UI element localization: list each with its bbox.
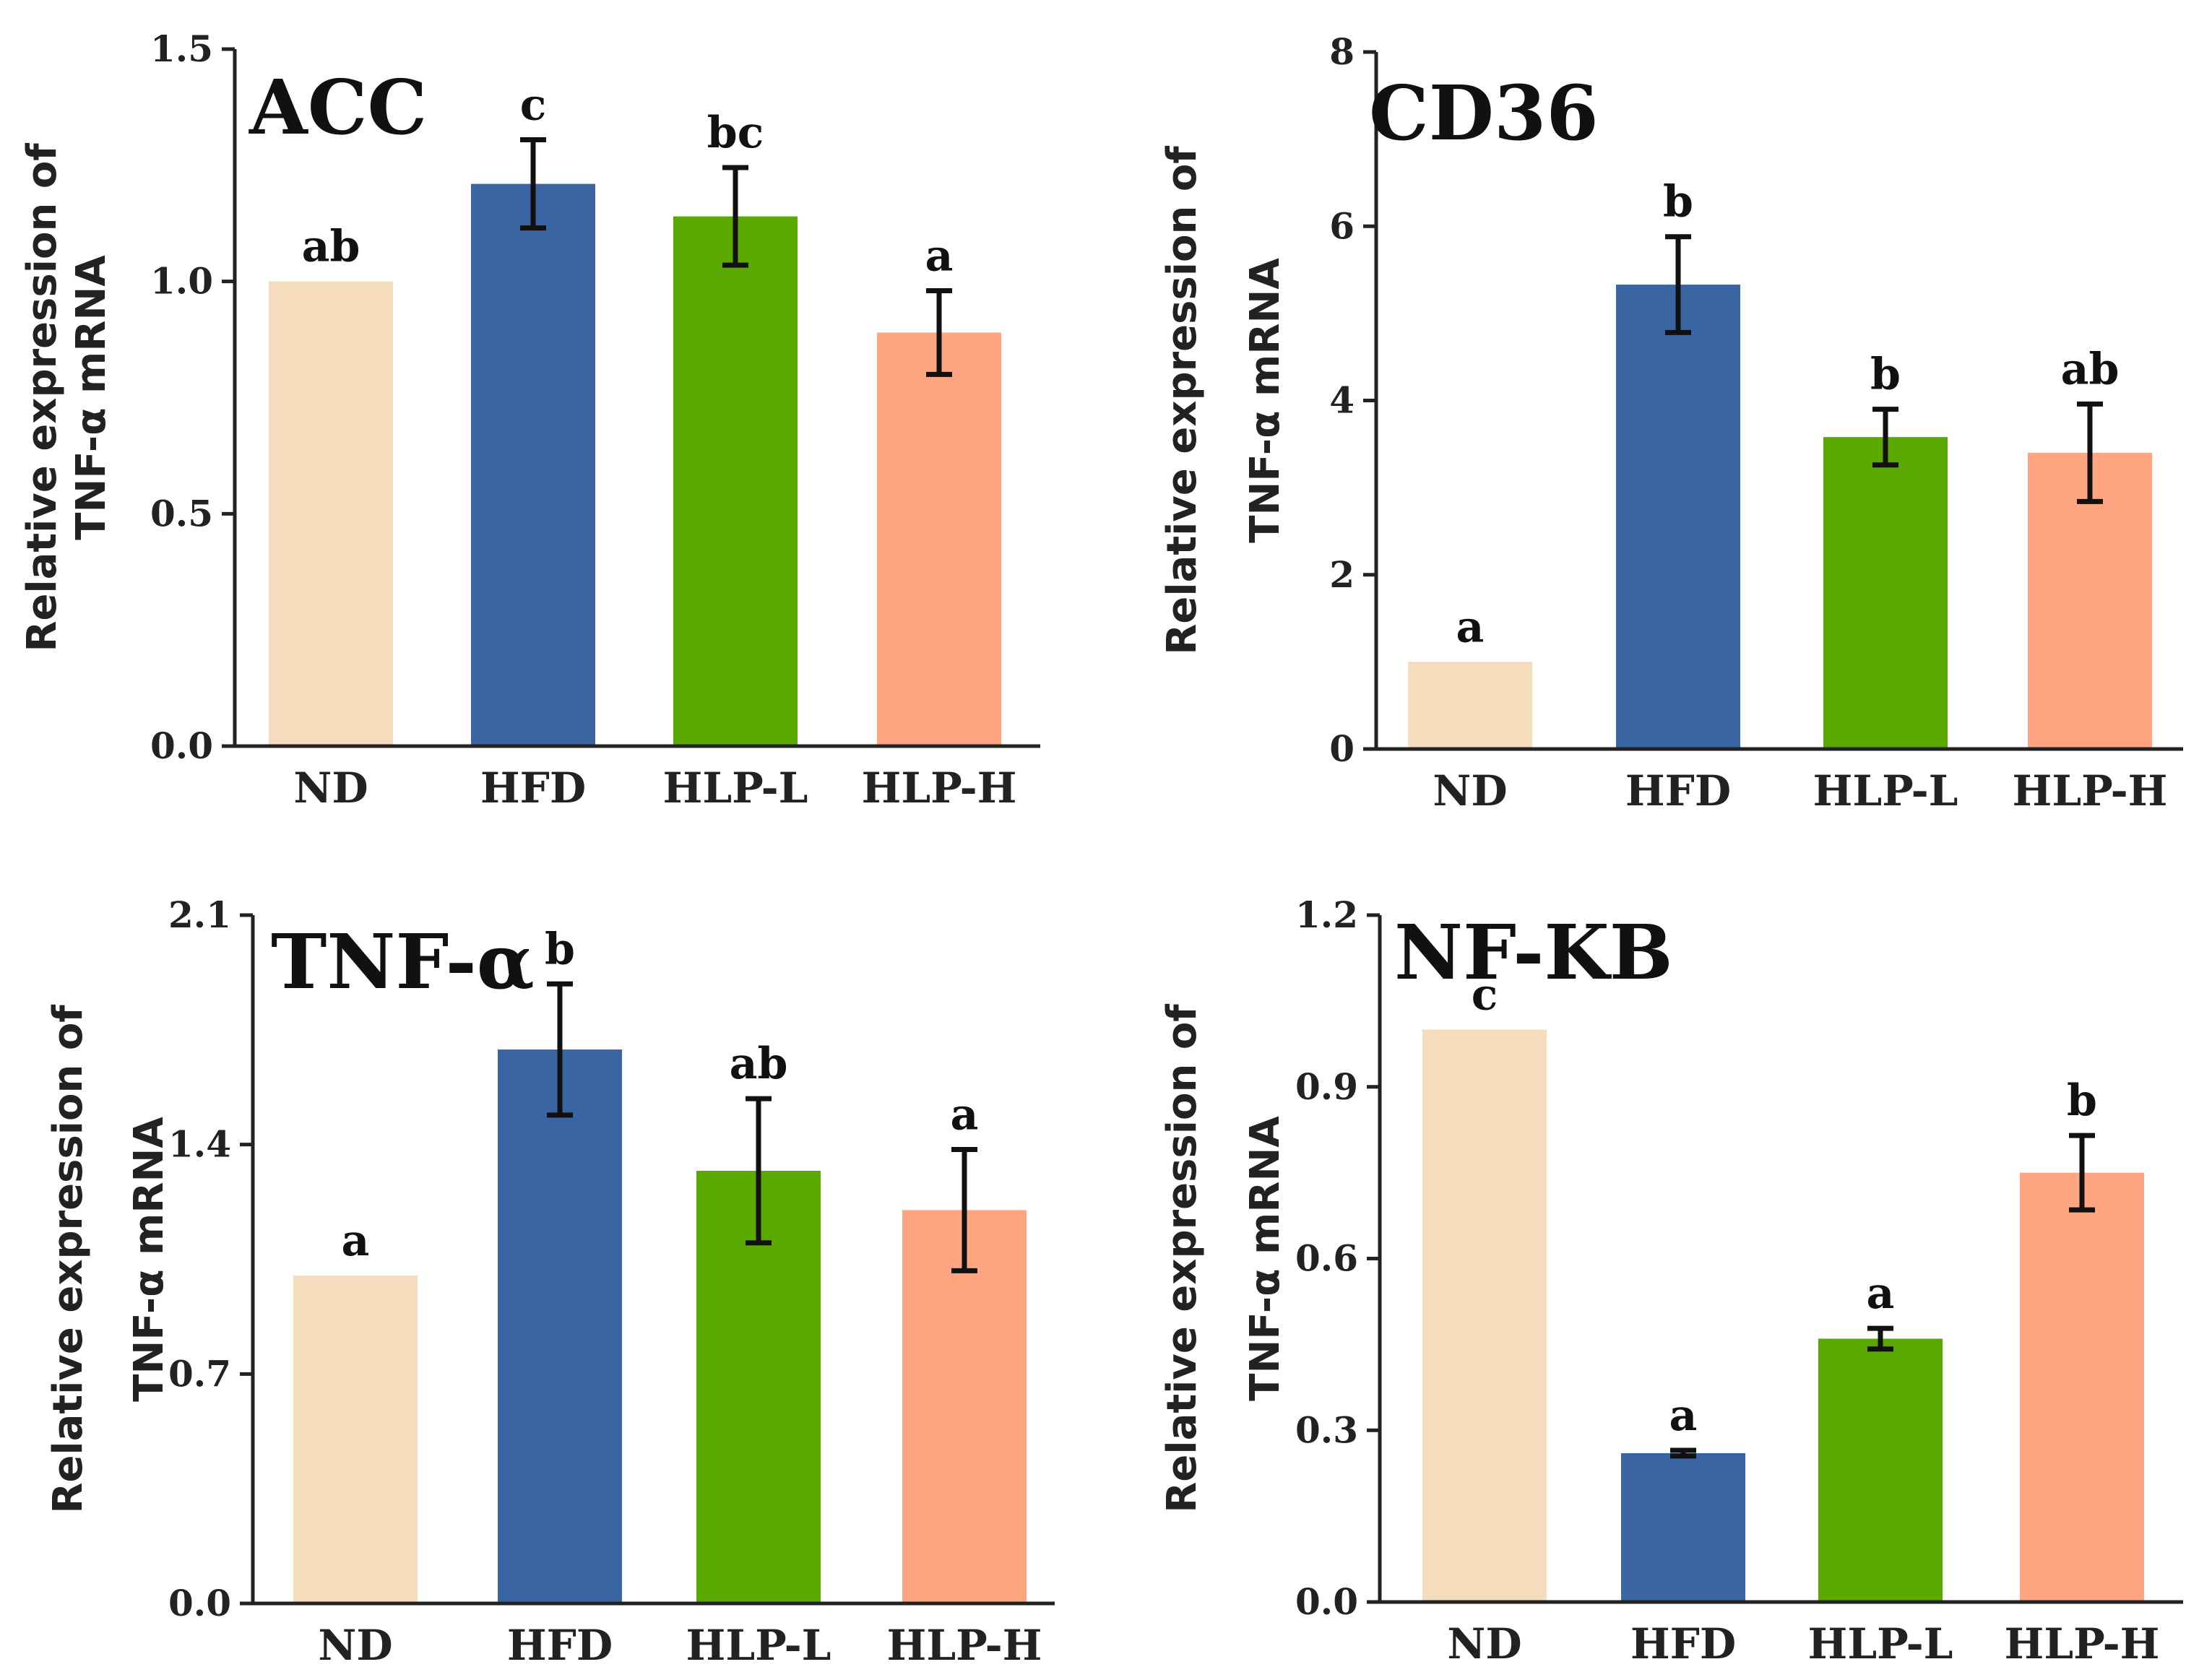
x-tick-label: HLP-H (2005, 1619, 2160, 1668)
y-axis-label-line1: Relative expression of (19, 143, 66, 652)
x-tick-label: HLP-L (663, 763, 808, 813)
error-bar-hlp-l (1872, 407, 1898, 468)
error-bar-hfd (1670, 1447, 1696, 1459)
bar-hfd (471, 183, 595, 747)
significance-label: ab (2061, 344, 2120, 394)
y-tick-label: 1.5 (150, 27, 213, 70)
error-bar-hlp-h (926, 288, 952, 377)
x-tick-label: ND (293, 763, 368, 813)
significance-label: a (1669, 1390, 1698, 1441)
error-bar-hfd (1665, 234, 1691, 335)
bar-hlp-l (1818, 1338, 1943, 1602)
x-tick-label: HFD (507, 1621, 613, 1670)
x-tick-label: HLP-L (1808, 1619, 1953, 1668)
error-bar-hlp-h (2069, 1133, 2095, 1213)
x-tick-label: HLP-L (1813, 766, 1958, 815)
significance-label: a (1456, 602, 1485, 652)
y-tick-label: 0.6 (1295, 1237, 1358, 1280)
y-tick-label: 0.7 (168, 1352, 231, 1395)
significance-label: a (951, 1089, 979, 1140)
bar-hlp-l (673, 216, 798, 747)
significance-label: a (342, 1216, 370, 1266)
y-tick-label: 1.2 (1295, 893, 1358, 936)
error-bar-hfd (520, 137, 546, 231)
error-bar-hlp-h (951, 1146, 977, 1273)
chart-4: c ND a HFD a HLP-L b HLP-H 0.0 0.3 0.6 0.9 1.2 NF-KB R… (1159, 893, 2183, 1668)
y-tick-label: 1.0 (150, 260, 213, 303)
y-tick-label: 1.4 (168, 1123, 231, 1166)
chart-title: NF-KB (1394, 908, 1673, 997)
y-tick-label: 2.1 (168, 893, 231, 936)
significance-label: a (1867, 1268, 1895, 1319)
significance-label: b (545, 924, 575, 974)
y-tick-label: 8 (1329, 30, 1355, 73)
y-axis-label-line1: Relative expression of (1159, 146, 1206, 655)
bar-hfd (1616, 285, 1740, 750)
y-tick-label: 0.0 (1295, 1580, 1358, 1623)
y-axis-label-line2: TNF-α mRNA (1242, 1116, 1289, 1401)
bar-hlp-l (1823, 437, 1948, 749)
bar-hfd (1621, 1452, 1745, 1602)
y-tick-label: 0.0 (168, 1582, 231, 1624)
error-bar-hfd (547, 981, 573, 1118)
significance-label: ab (302, 222, 360, 272)
bar-hlp-h (2020, 1172, 2144, 1602)
x-tick-label: ND (1447, 1619, 1521, 1668)
significance-label: ab (730, 1039, 788, 1089)
y-axis-label-line2: TNF-α mRNA (126, 1117, 173, 1402)
x-tick-label: HLP-H (862, 763, 1017, 813)
chart-1: ab ND c HFD bc HLP-L a HLP-H 0.0 0.5 1.0 1.5 ACC Rela… (19, 27, 1040, 813)
chart-3: a ND b HFD ab HLP-L a HLP-H 0.0 0.7 1.4 2.1 TNF-α Rel… (45, 893, 1055, 1670)
x-tick-label: HLP-H (2013, 766, 2168, 815)
y-tick-label: 4 (1329, 379, 1355, 422)
y-axis-label-line2: TNF-α mRNA (1242, 258, 1289, 543)
bar-nd (269, 281, 393, 747)
y-tick-label: 2 (1329, 553, 1355, 596)
bar-nd (293, 1276, 418, 1603)
bar-nd (1408, 662, 1532, 749)
significance-label: b (2067, 1075, 2097, 1126)
y-axis-label-line1: Relative expression of (1159, 1004, 1206, 1513)
error-bar-hlp-l (722, 165, 748, 268)
chart-2: a ND b HFD b HLP-L ab HLP-H 0 2 4 6 8 CD36 Relative ex… (1159, 30, 2183, 815)
x-tick-label: HFD (480, 763, 586, 813)
significance-label: c (520, 79, 547, 130)
error-bar-hlp-h (2077, 401, 2103, 504)
y-tick-label: 0.9 (1295, 1065, 1358, 1108)
chart-title: ACC (249, 63, 427, 152)
chart-title: CD36 (1369, 69, 1599, 157)
y-tick-label: 0.3 (1295, 1408, 1358, 1451)
x-tick-label: HLP-H (887, 1621, 1042, 1670)
chart-title: TNF-α (271, 917, 535, 1006)
x-tick-label: HLP-L (686, 1621, 831, 1670)
error-bar-hlp-l (1867, 1325, 1893, 1352)
significance-label: bc (707, 108, 764, 158)
significance-label: a (925, 231, 954, 282)
y-axis-label-line1: Relative expression of (45, 1005, 92, 1514)
significance-label: b (1663, 177, 1693, 228)
x-tick-label: ND (1433, 766, 1507, 815)
y-tick-label: 0.0 (150, 724, 213, 767)
bar-nd (1422, 1029, 1547, 1602)
x-tick-label: HFD (1630, 1619, 1736, 1668)
bar-hlp-h (877, 332, 1001, 746)
y-tick-label: 6 (1329, 204, 1355, 247)
x-tick-label: ND (318, 1621, 392, 1670)
y-axis-label-line2: TNF-α mRNA (68, 255, 115, 540)
bar-hlp-h (902, 1210, 1027, 1603)
significance-label: c (1472, 970, 1498, 1021)
significance-label: b (1870, 350, 1901, 400)
x-tick-label: HFD (1625, 766, 1731, 815)
bar-hfd (498, 1049, 622, 1603)
y-tick-label: 0 (1329, 727, 1355, 770)
error-bar-hlp-l (746, 1096, 772, 1246)
y-tick-label: 0.5 (150, 492, 213, 534)
